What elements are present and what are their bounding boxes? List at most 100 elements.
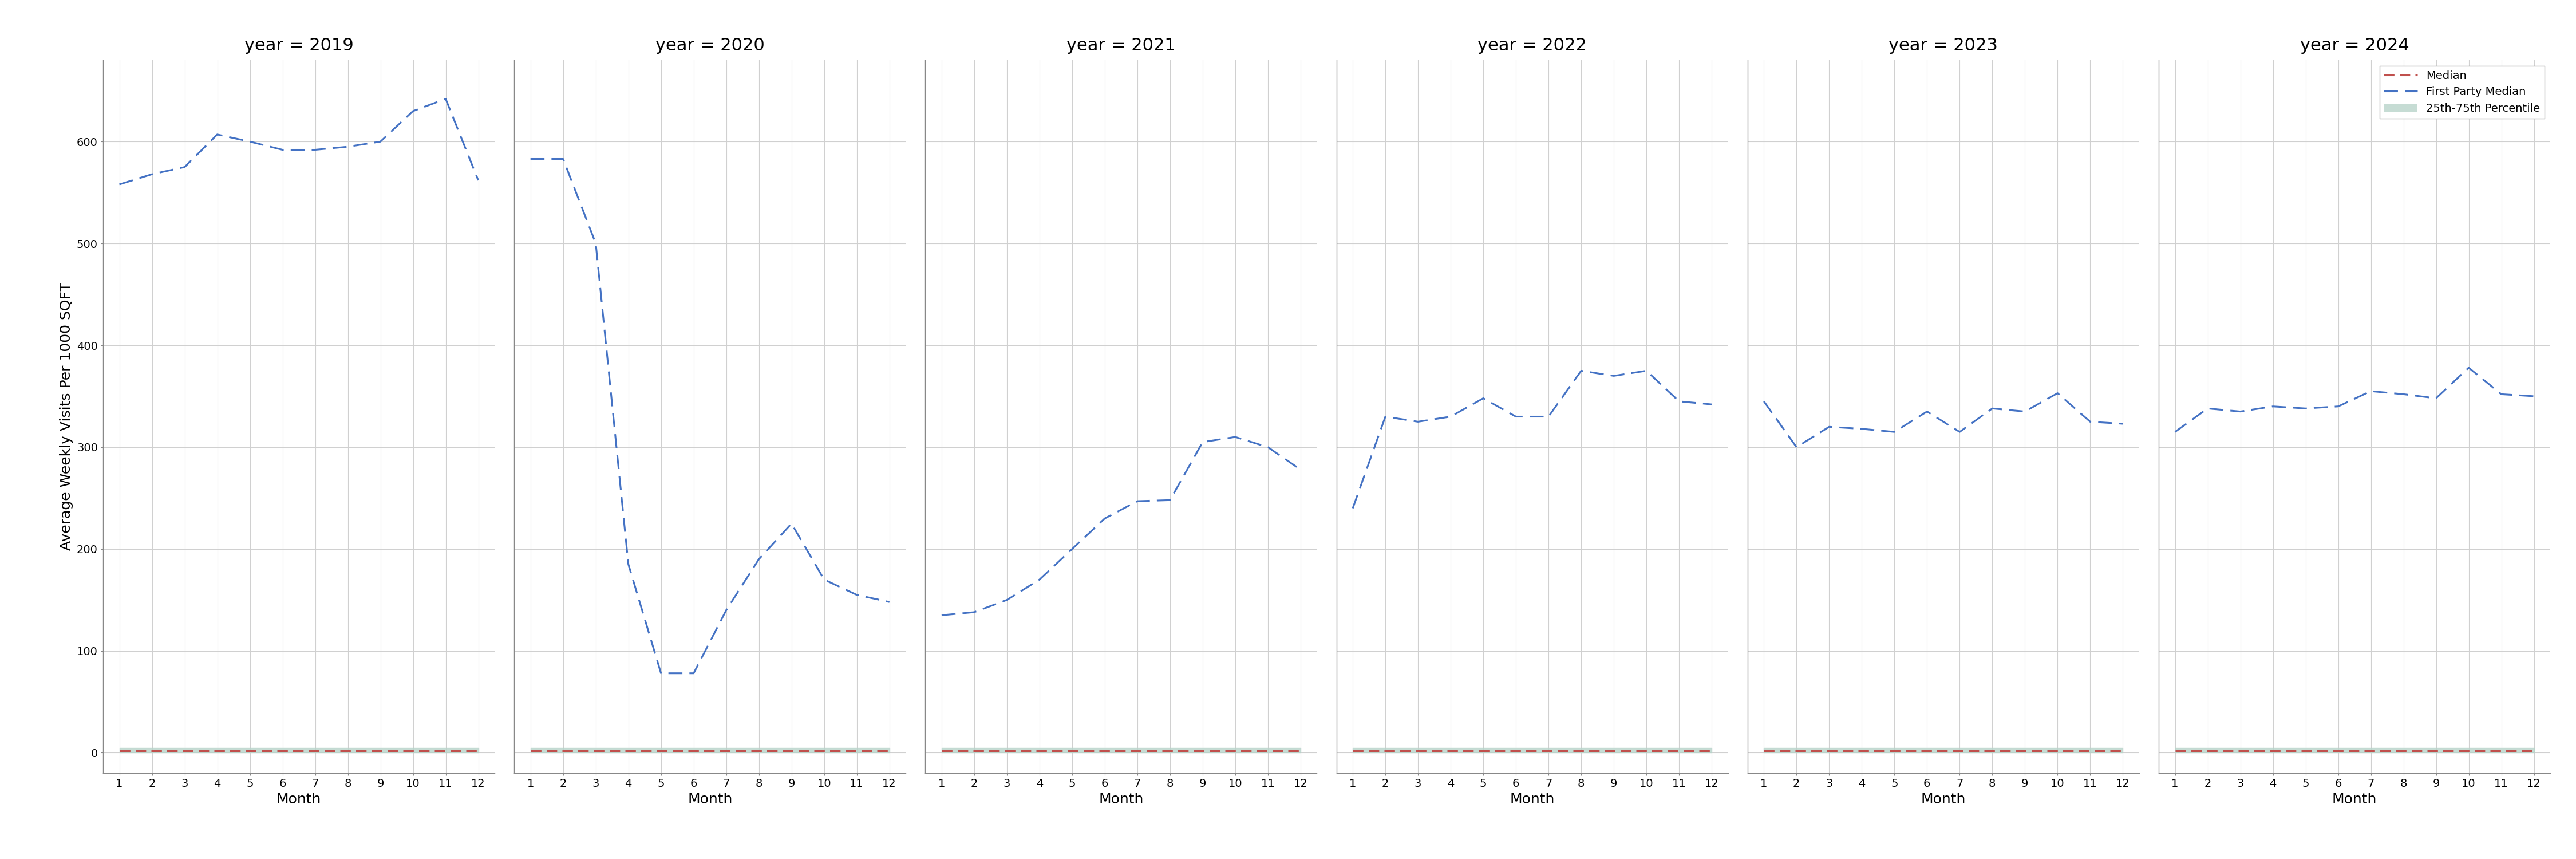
First Party Median: [1252, 442, 1283, 453]
Median: [2257, 746, 2287, 756]
Median: [1976, 746, 2007, 756]
Y-axis label: Average Weekly Visits Per 1000 SQFT: Average Weekly Visits Per 1000 SQFT: [59, 283, 75, 551]
First Party Median: [2107, 418, 2138, 429]
Median: [1285, 746, 1316, 756]
Median: [430, 746, 461, 756]
First Party Median: [1123, 496, 1154, 506]
Median: [332, 746, 363, 756]
First Party Median: [299, 144, 330, 155]
Title: year = 2021: year = 2021: [1066, 38, 1175, 54]
First Party Median: [170, 161, 201, 172]
Median: [992, 746, 1023, 756]
Median: [1056, 746, 1087, 756]
First Party Median: [1533, 411, 1564, 422]
Median: [1533, 746, 1564, 756]
First Party Median: [2226, 406, 2257, 417]
First Party Median: [103, 180, 134, 190]
Title: year = 2022: year = 2022: [1479, 38, 1587, 54]
Median: [2159, 746, 2190, 756]
First Party Median: [366, 137, 397, 147]
First Party Median: [2354, 386, 2385, 396]
Median: [2519, 746, 2550, 756]
First Party Median: [2257, 401, 2287, 411]
Title: year = 2024: year = 2024: [2300, 38, 2409, 54]
Median: [842, 746, 873, 756]
Line: First Party Median: First Party Median: [1765, 393, 2123, 448]
Median: [234, 746, 265, 756]
First Party Median: [873, 597, 904, 607]
First Party Median: [1188, 437, 1218, 448]
Median: [1221, 746, 1252, 756]
Median: [1566, 746, 1597, 756]
First Party Median: [2388, 389, 2419, 399]
Median: [1597, 746, 1628, 756]
First Party Median: [201, 130, 232, 140]
First Party Median: [1285, 465, 1316, 475]
First Party Median: [1911, 406, 1942, 417]
First Party Median: [1631, 366, 1662, 376]
Median: [2324, 746, 2354, 756]
First Party Median: [1435, 411, 1466, 422]
First Party Median: [1976, 404, 2007, 414]
First Party Median: [1780, 442, 1811, 453]
First Party Median: [1499, 411, 1530, 422]
Median: [1123, 746, 1154, 756]
First Party Median: [744, 554, 775, 564]
Median: [2107, 746, 2138, 756]
First Party Median: [2043, 388, 2074, 399]
Median: [2486, 746, 2517, 756]
First Party Median: [1401, 417, 1432, 427]
Median: [1780, 746, 1811, 756]
Median: [1749, 746, 1780, 756]
Median: [613, 746, 644, 756]
First Party Median: [2290, 404, 2321, 414]
First Party Median: [1878, 427, 1909, 437]
Median: [1090, 746, 1121, 756]
Median: [711, 746, 742, 756]
First Party Median: [1814, 422, 1844, 432]
Median: [299, 746, 330, 756]
Median: [647, 746, 677, 756]
Median: [1499, 746, 1530, 756]
First Party Median: [2324, 401, 2354, 411]
First Party Median: [1945, 427, 1976, 437]
First Party Median: [1370, 411, 1401, 422]
First Party Median: [580, 238, 611, 248]
Median: [201, 746, 232, 756]
Median: [2226, 746, 2257, 756]
Median: [366, 746, 397, 756]
First Party Median: [647, 668, 677, 679]
First Party Median: [1664, 396, 1695, 406]
Title: year = 2020: year = 2020: [654, 38, 765, 54]
Median: [1847, 746, 1878, 756]
First Party Median: [1154, 495, 1185, 505]
X-axis label: Month: Month: [1097, 792, 1144, 806]
Title: year = 2019: year = 2019: [245, 38, 353, 54]
First Party Median: [1749, 396, 1780, 406]
Median: [1370, 746, 1401, 756]
Median: [744, 746, 775, 756]
Median: [2192, 746, 2223, 756]
Median: [1878, 746, 1909, 756]
First Party Median: [234, 137, 265, 147]
First Party Median: [2192, 404, 2223, 414]
Line: First Party Median: First Party Median: [2174, 368, 2535, 432]
Median: [1154, 746, 1185, 756]
First Party Median: [397, 106, 428, 116]
First Party Median: [958, 607, 989, 618]
Median: [1911, 746, 1942, 756]
First Party Median: [549, 154, 580, 164]
Median: [1401, 746, 1432, 756]
First Party Median: [2421, 393, 2452, 404]
First Party Median: [2519, 391, 2550, 401]
Median: [2354, 746, 2385, 756]
First Party Median: [1468, 393, 1499, 404]
First Party Median: [268, 144, 299, 155]
Median: [2452, 746, 2483, 756]
X-axis label: Month: Month: [276, 792, 322, 806]
X-axis label: Month: Month: [688, 792, 732, 806]
Median: [1188, 746, 1218, 756]
Median: [1337, 746, 1368, 756]
Line: First Party Median: First Party Median: [118, 99, 479, 185]
Median: [2043, 746, 2074, 756]
